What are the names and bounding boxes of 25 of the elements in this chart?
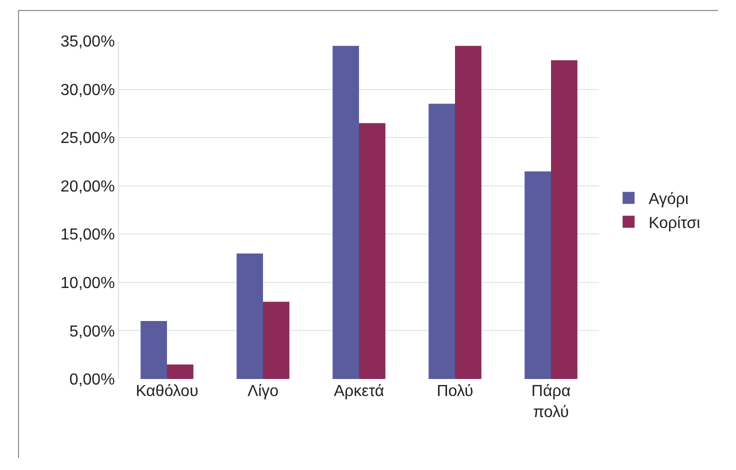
x-tick-label: Καθόλου	[136, 383, 198, 400]
bar	[551, 60, 578, 379]
legend-label: Κορίτσι	[648, 214, 701, 232]
y-tick-label: 30,00%	[60, 82, 115, 99]
bar	[524, 171, 551, 379]
y-tick-label: 0,00%	[69, 372, 115, 389]
bar	[332, 46, 359, 379]
x-tick-label: Πολύ	[436, 383, 474, 400]
x-tick-label: Πάρα πολύ	[531, 383, 571, 421]
bar	[236, 253, 263, 379]
bar	[140, 321, 167, 379]
bar	[263, 302, 290, 379]
y-tick-label: 25,00%	[60, 130, 115, 148]
y-tick-label: 10,00%	[60, 275, 115, 292]
bar	[359, 123, 386, 379]
y-tick-label: 35,00%	[60, 34, 115, 51]
bar	[167, 364, 194, 379]
bar	[455, 46, 482, 379]
bar	[428, 104, 455, 379]
legend-label: Αγόρι	[648, 191, 689, 208]
x-tick-label: Λίγο	[247, 383, 279, 400]
y-tick-label: 20,00%	[60, 178, 115, 196]
y-tick-label: 15,00%	[60, 226, 115, 244]
y-tick-label: 5,00%	[69, 323, 115, 340]
x-tick-label: Αρκετά	[334, 383, 384, 400]
